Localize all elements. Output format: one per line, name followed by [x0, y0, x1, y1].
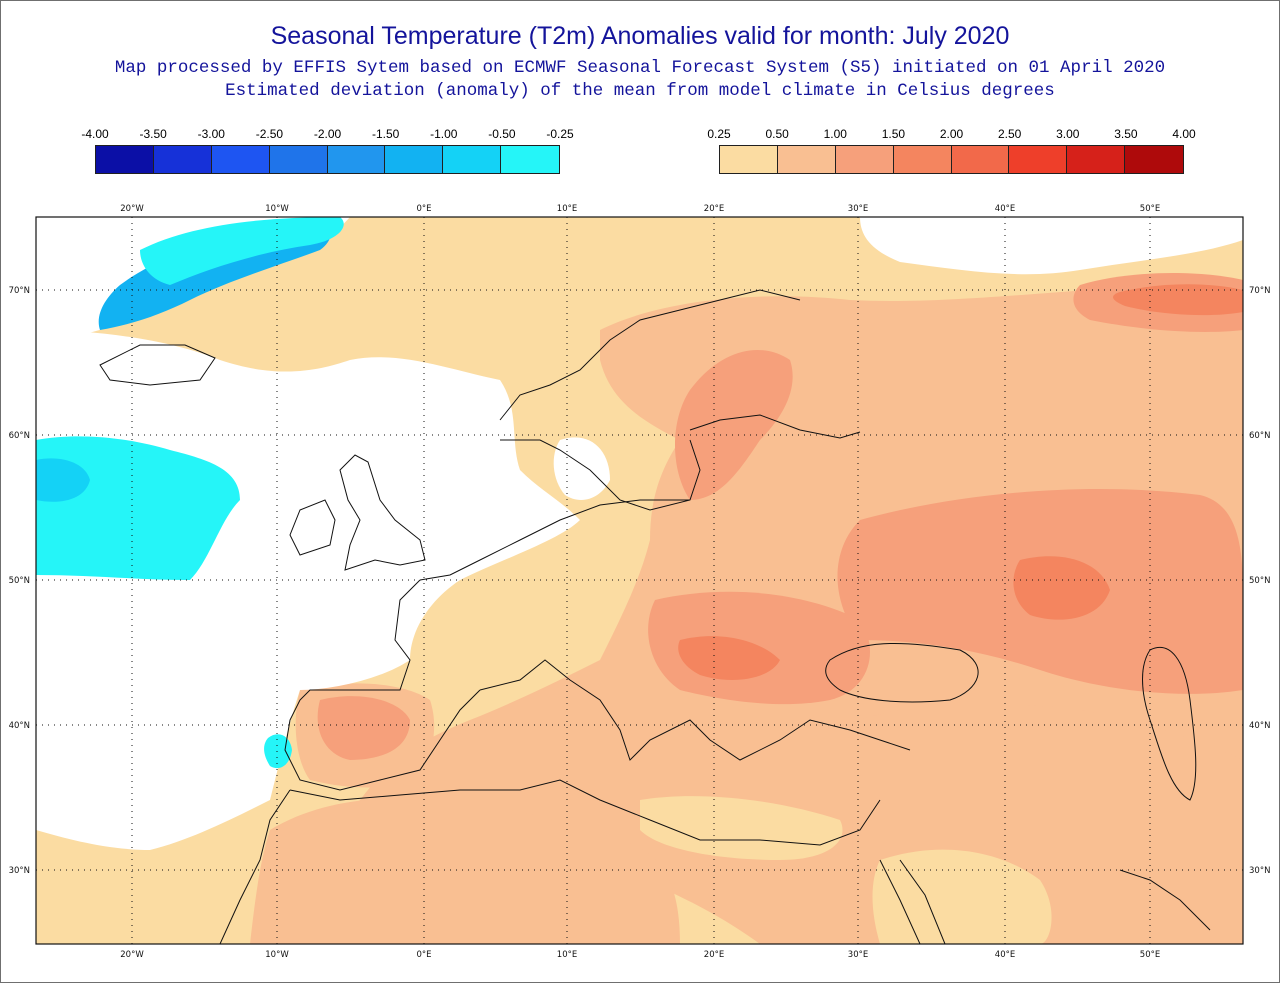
- latitude-label: 70°N: [9, 286, 30, 296]
- legend-negative-swatch-0: [96, 146, 154, 173]
- longitude-label: 10°W: [265, 950, 289, 960]
- latitude-label: 50°N: [9, 576, 30, 586]
- longitude-label: 50°E: [1140, 950, 1160, 960]
- legend-negative-swatch-4: [327, 146, 386, 173]
- legend-positive-tick-label: 0.50: [765, 127, 789, 141]
- coastline-red-sea: [879, 859, 946, 944]
- legend-positive-tick-label: 1.50: [881, 127, 906, 141]
- latitude-label: 60°N: [9, 431, 30, 441]
- anomaly-zone-darkorange-iberia: [317, 696, 410, 760]
- latitude-label: 30°N: [9, 866, 30, 876]
- longitude-label: 10°W: [265, 204, 289, 214]
- coastline-uk: [339, 454, 426, 571]
- anomaly-zone-cyan-labrador: [36, 436, 240, 580]
- longitude-label: 0°E: [416, 950, 431, 960]
- legend-negative-tick-label: -1.50: [371, 127, 400, 141]
- legend-negative-tick-label: -4.00: [81, 127, 109, 141]
- legend-positive-tick-label: 2.50: [997, 127, 1022, 141]
- legend-positive-swatch-1: [777, 146, 836, 173]
- longitude-label: 40°E: [995, 950, 1015, 960]
- legend-positive-swatch-2: [835, 146, 894, 173]
- latitude-label: 60°N: [1249, 431, 1270, 441]
- legend-negative-swatch-1: [153, 146, 212, 173]
- coastline-ireland: [289, 499, 336, 556]
- legend-negative-swatch-3: [269, 146, 328, 173]
- coastline-black-sea: [825, 642, 979, 703]
- latitude-label: 40°N: [9, 721, 30, 731]
- map-subtitle-units: Estimated deviation (anomaly) of the mea…: [225, 81, 1055, 101]
- legend-positive-swatch-6: [1067, 146, 1126, 173]
- legend-negative-tick-label: -1.00: [430, 127, 458, 141]
- longitude-label: 30°E: [848, 950, 868, 960]
- longitude-label: 50°E: [1140, 204, 1160, 214]
- longitude-label: 20°E: [704, 950, 724, 960]
- longitude-label: 40°E: [995, 204, 1015, 214]
- legend-negative-colorbar: [95, 145, 560, 174]
- longitude-labels-top: 20°W 10°W 0°E 10°E 20°E 30°E 40°E 50°E: [120, 204, 1160, 214]
- longitude-label: 30°E: [848, 204, 868, 214]
- legend-positive-swatch-7: [1125, 146, 1183, 173]
- legend-positive-tick-label: 2.00: [939, 127, 964, 141]
- legend-positive-tick-label: 3.50: [1114, 127, 1138, 141]
- coastline-africa-west: [219, 789, 291, 944]
- longitude-label: 10°E: [557, 950, 577, 960]
- legend-positive-tick-label: 3.00: [1056, 127, 1080, 141]
- anomaly-zone-nosignal-arctic: [860, 217, 1243, 275]
- coastline-baltic: [689, 414, 861, 439]
- legend-positive-tick-label: 0.25: [707, 127, 731, 141]
- coastline-europe-west: [284, 499, 690, 791]
- legend-negative-tick-label: -2.00: [313, 127, 342, 141]
- legend-positive-swatch-4: [951, 146, 1010, 173]
- map-border: [35, 216, 1244, 945]
- longitude-label: 10°E: [557, 204, 577, 214]
- anomaly-zone-cyan-greenland-sea: [140, 217, 344, 285]
- anomaly-zone-cyan-gibraltar: [264, 734, 292, 769]
- legend-negative-swatch-6: [443, 146, 502, 173]
- latitude-labels-left: 70°N 60°N 50°N 40°N 30°N: [9, 286, 30, 876]
- coastline-africa-north: [289, 779, 881, 846]
- longitude-label: 0°E: [416, 204, 431, 214]
- legend-positive-tick-label: 1.00: [823, 127, 847, 141]
- coastline-persian-gulf: [1119, 869, 1211, 931]
- map-title: Seasonal Temperature (T2m) Anomalies val…: [270, 22, 1010, 50]
- legend-negative-tick-label: -2.50: [255, 127, 284, 141]
- latitude-label: 30°N: [1249, 866, 1270, 876]
- latitude-label: 40°N: [1249, 721, 1270, 731]
- latitude-labels-right: 70°N 60°N 50°N 40°N 30°N: [1249, 286, 1270, 876]
- longitude-labels-bottom: 20°W 10°W 0°E 10°E 20°E 30°E 40°E 50°E: [120, 950, 1160, 960]
- legend-positive-swatch-5: [1009, 146, 1068, 173]
- anomaly-zone-lightblue-labrador: [36, 458, 90, 502]
- anomaly-zone-redorange-arctic: [1113, 284, 1243, 316]
- legend-negative-tick-label: -0.25: [546, 127, 574, 141]
- legend-positive-tick-label: 4.00: [1172, 127, 1196, 141]
- coastline-scandinavia: [499, 289, 801, 511]
- coastline-mediterranean-north: [479, 659, 911, 761]
- anomaly-zone-pale-mediterranean: [640, 796, 843, 860]
- latitude-label: 70°N: [1249, 286, 1270, 296]
- latitude-label: 50°N: [1249, 576, 1270, 586]
- legend-negative-swatch-7: [501, 146, 559, 173]
- legend-negative-tick-label: -3.50: [139, 127, 167, 141]
- legend-negative-swatch-2: [211, 146, 270, 173]
- longitude-label: 20°E: [704, 204, 724, 214]
- longitude-label: 20°W: [120, 950, 144, 960]
- anomaly-zone-nosignal-baltic: [553, 437, 610, 500]
- anomaly-zone-redorange-ukraine: [678, 636, 780, 680]
- coastline-caspian: [1142, 647, 1197, 801]
- legend-positive-swatch-3: [893, 146, 952, 173]
- legend-negative-tick-label: -3.00: [197, 127, 225, 141]
- legend-negative-tick-label: -0.50: [488, 127, 516, 141]
- longitude-label: 20°W: [120, 204, 144, 214]
- map-subtitle-source: Map processed by EFFIS Sytem based on EC…: [114, 58, 1166, 78]
- anomaly-zone-pale-arabia: [872, 849, 1052, 944]
- anomaly-zone-orange-n-africa: [250, 798, 680, 944]
- anomaly-zone-redorange-kazakh: [1013, 556, 1110, 620]
- legend-positive-swatch-0: [720, 146, 778, 173]
- legend-negative-swatch-5: [385, 146, 444, 173]
- anomaly-zone-darkorange-scandinavia: [675, 350, 793, 500]
- legend-positive-colorbar: [719, 145, 1184, 174]
- coastline-iceland: [99, 344, 216, 386]
